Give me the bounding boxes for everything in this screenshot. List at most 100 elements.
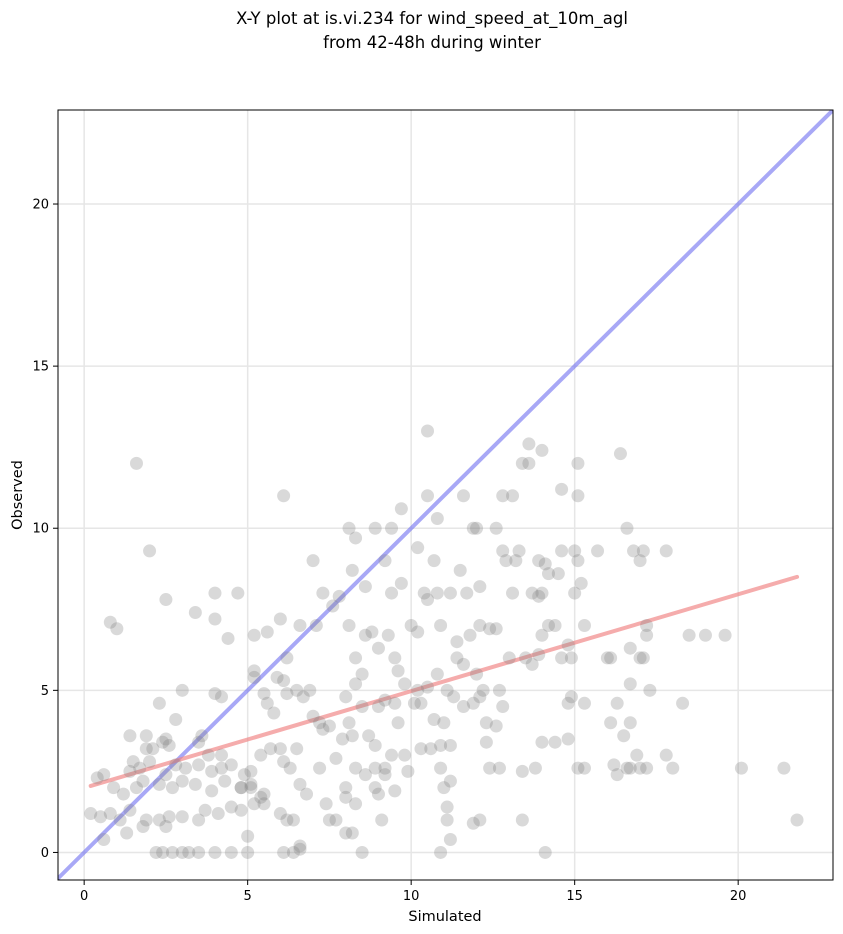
scatter-point bbox=[473, 580, 487, 594]
scatter-point bbox=[577, 761, 591, 775]
scatter-point bbox=[430, 512, 444, 526]
scatter-point bbox=[293, 842, 307, 856]
scatter-point bbox=[479, 735, 493, 749]
scatter-point bbox=[277, 755, 291, 769]
scatter-point bbox=[447, 690, 461, 704]
scatter-point bbox=[555, 482, 569, 496]
scatter-point bbox=[430, 586, 444, 600]
scatter-point bbox=[358, 580, 372, 594]
scatter-point bbox=[244, 777, 258, 791]
scatter-point bbox=[568, 544, 582, 558]
scatter-point bbox=[368, 761, 382, 775]
scatter-point bbox=[247, 670, 261, 684]
scatter-point bbox=[90, 771, 104, 785]
y-tick-label: 20 bbox=[32, 198, 49, 213]
scatter-point bbox=[522, 437, 536, 451]
scatter-point bbox=[613, 447, 627, 461]
scatter-point bbox=[211, 807, 225, 821]
scatter-point bbox=[483, 761, 497, 775]
scatter-point bbox=[368, 738, 382, 752]
scatter-point bbox=[152, 696, 166, 710]
scatter-point bbox=[293, 777, 307, 791]
scatter-point bbox=[139, 729, 153, 743]
scatter-point bbox=[169, 713, 183, 727]
scatter-point bbox=[591, 544, 605, 558]
scatter-point bbox=[437, 781, 451, 795]
scatter-point bbox=[522, 456, 536, 470]
scatter-point bbox=[394, 576, 408, 590]
plot-area bbox=[57, 109, 834, 881]
scatter-point bbox=[620, 521, 634, 535]
x-axis-label: Simulated bbox=[408, 909, 481, 925]
scatter-point bbox=[94, 810, 108, 824]
chart-title-line-1: X-Y plot at is.vi.234 for wind_speed_at_… bbox=[236, 9, 628, 29]
scatter-point bbox=[123, 764, 137, 778]
scatter-point bbox=[473, 690, 487, 704]
scatter-point bbox=[450, 635, 464, 649]
y-tick-label: 10 bbox=[32, 522, 49, 537]
fit-line bbox=[88, 574, 800, 788]
scatter-point bbox=[215, 761, 229, 775]
scatter-point bbox=[525, 586, 539, 600]
scatter-point bbox=[156, 845, 170, 859]
scatter-point bbox=[143, 755, 157, 769]
scatter-point bbox=[460, 586, 474, 600]
scatter-point bbox=[640, 628, 654, 642]
scatter-point bbox=[427, 554, 441, 568]
scatter-point bbox=[123, 729, 137, 743]
scatter-point bbox=[103, 615, 117, 629]
scatter-point bbox=[326, 599, 340, 613]
scatter-point bbox=[430, 667, 444, 681]
scatter-point bbox=[456, 657, 470, 671]
scatter-point bbox=[159, 768, 173, 782]
scatter-point bbox=[277, 845, 291, 859]
scatter-point bbox=[103, 807, 117, 821]
scatter-point bbox=[506, 489, 520, 503]
scatter-point bbox=[718, 628, 732, 642]
scatter-point bbox=[201, 748, 215, 762]
scatter-point bbox=[564, 651, 578, 665]
scatter-point bbox=[470, 667, 484, 681]
scatter-point bbox=[600, 651, 614, 665]
scatter-point bbox=[496, 700, 510, 714]
scatter-point bbox=[234, 803, 248, 817]
scatter-point bbox=[129, 781, 143, 795]
scatter-point bbox=[280, 651, 294, 665]
scatter-point bbox=[277, 674, 291, 688]
scatter-point bbox=[283, 761, 297, 775]
scatter-point bbox=[270, 670, 284, 684]
scatter-point bbox=[234, 781, 248, 795]
scatter-point bbox=[623, 761, 637, 775]
scatter-point bbox=[555, 651, 569, 665]
x-tick-label: 5 bbox=[244, 889, 252, 904]
scatter-point bbox=[159, 732, 173, 746]
scatter-point bbox=[515, 456, 529, 470]
x-tick-label: 10 bbox=[403, 889, 420, 904]
scatter-point bbox=[610, 768, 624, 782]
scatter-point bbox=[224, 758, 238, 772]
scatter-point bbox=[414, 696, 428, 710]
reference-lines bbox=[58, 110, 833, 880]
scatter-point bbox=[388, 651, 402, 665]
scatter-point bbox=[116, 787, 130, 801]
y-axis-label: Observed bbox=[10, 460, 26, 530]
scatter-point bbox=[273, 742, 287, 756]
scatter-point bbox=[332, 589, 346, 603]
scatter-point bbox=[247, 628, 261, 642]
scatter-point bbox=[195, 729, 209, 743]
scatter-point bbox=[411, 541, 425, 555]
scatter-point bbox=[470, 521, 484, 535]
scatter-point bbox=[640, 761, 654, 775]
scatter-point bbox=[525, 657, 539, 671]
scatter-point bbox=[192, 813, 206, 827]
scatter-point bbox=[188, 777, 202, 791]
scatter-point bbox=[512, 544, 526, 558]
scatter-point bbox=[290, 683, 304, 697]
gridlines bbox=[58, 110, 833, 880]
scatter-point bbox=[345, 563, 359, 577]
scatter-point bbox=[136, 774, 150, 788]
scatter-point bbox=[676, 696, 690, 710]
scatter-point bbox=[790, 813, 804, 827]
scatter-point bbox=[126, 755, 140, 769]
